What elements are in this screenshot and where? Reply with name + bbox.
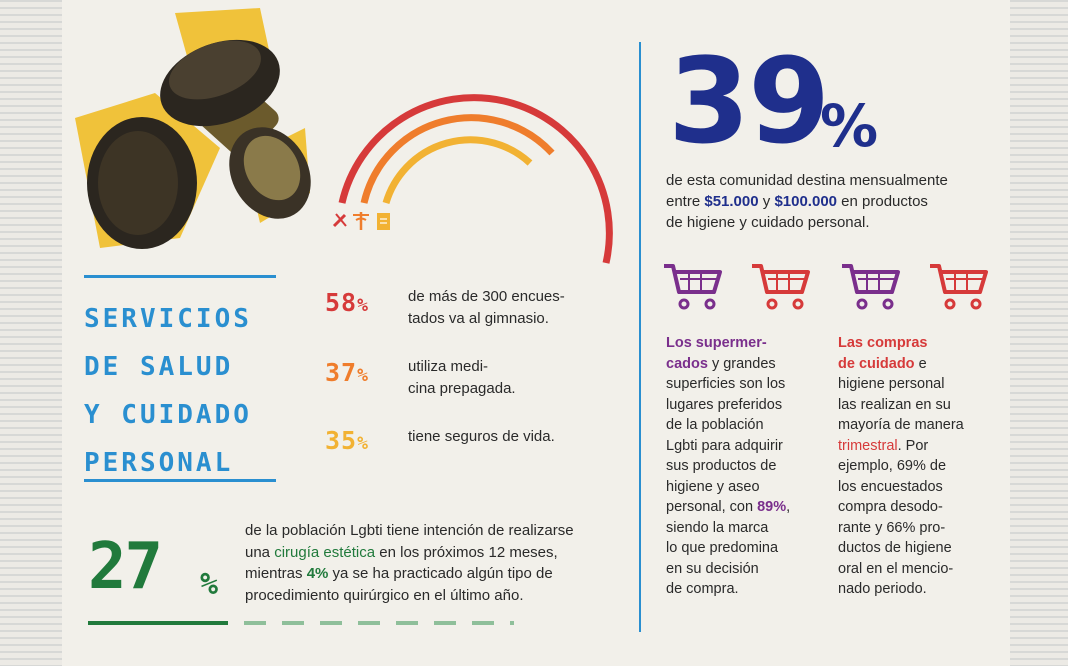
left-stripe-border <box>0 0 62 666</box>
wrench-icon <box>332 213 347 228</box>
compras-column: Las compras de cuidado e higiene persona… <box>838 335 964 597</box>
cirugia-paragraph: de la población Lgbti tiene intención de… <box>245 522 574 604</box>
stat-37-percent: 37% <box>325 358 369 387</box>
shopping-cart-icon <box>662 264 722 310</box>
cart-row <box>662 264 988 310</box>
heading-top-rule <box>84 275 276 278</box>
stat-35-percent: 35% <box>325 426 369 455</box>
stat-35-text: tiene seguros de vida. <box>408 428 555 445</box>
gasto-paragraph: de esta comunidad destina mensualmente e… <box>666 172 948 231</box>
arc-yellow <box>382 136 533 204</box>
arc-graphic <box>338 94 613 264</box>
heading-bottom-rule <box>84 479 276 482</box>
health-icons <box>332 212 390 230</box>
stat-58-percent: 58% <box>325 288 369 317</box>
arc-orange <box>360 114 555 204</box>
stat-58-text: de más de 300 encues-tados va al gimnasi… <box>408 288 565 327</box>
shopping-cart-icon <box>840 264 900 310</box>
heading-line: DE SALUD <box>84 352 234 382</box>
stat-37-text: utiliza medi-cina prepagada. <box>408 358 516 397</box>
caduceus-icon <box>353 212 369 230</box>
section-heading: SERVICIOS DE SALUD Y CUIDADO PERSONAL <box>84 295 304 487</box>
gasto-percent-number: 39 <box>668 32 830 170</box>
heading-line: SERVICIOS <box>84 304 252 334</box>
supermercados-column: Los supermer- cados y grandes superficie… <box>666 335 791 597</box>
shopping-cart-icon <box>928 264 988 310</box>
dumbbell-illustration <box>75 8 311 249</box>
shopping-cart-icon <box>750 264 810 310</box>
arc-red <box>338 94 613 264</box>
gasto-percent-sign: % <box>820 92 879 160</box>
document-icon <box>377 213 390 230</box>
column-divider <box>639 42 641 632</box>
cirugia-percent-sign: % <box>200 567 219 602</box>
heading-line: PERSONAL <box>84 448 234 478</box>
cirugia-green-rule <box>88 621 228 625</box>
heading-line: Y CUIDADO <box>84 400 252 430</box>
dashed-rule <box>244 621 514 625</box>
cirugia-percent-number: 27 <box>88 530 163 604</box>
right-stripe-border <box>1010 0 1068 666</box>
